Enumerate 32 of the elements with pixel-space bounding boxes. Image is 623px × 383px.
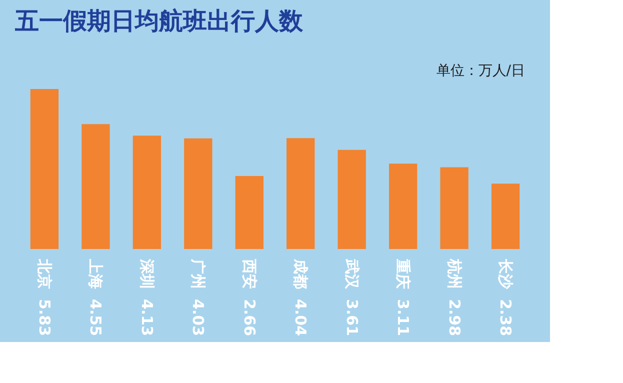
bar <box>286 138 315 249</box>
bar <box>132 136 162 249</box>
x-tick-label: 广州 <box>189 258 208 289</box>
x-tick-label: 西安 <box>240 258 258 289</box>
x-tick-label: 成都 <box>292 258 310 289</box>
bar <box>491 184 520 249</box>
chart-title: 五一假期日均航班出行人数 <box>14 7 304 35</box>
x-tick-label: 重庆 <box>394 258 412 289</box>
x-tick-label: 上海 <box>86 258 105 289</box>
data-label: 3.61 <box>342 299 361 336</box>
x-tick-label: 武汉 <box>342 258 361 290</box>
bar <box>235 176 264 249</box>
data-label: 2.66 <box>240 299 258 336</box>
data-label: 5.83 <box>35 299 54 336</box>
data-label: 2.38 <box>496 299 515 336</box>
x-tick-label: 北京 <box>35 258 54 289</box>
bar <box>82 124 110 249</box>
x-tick-label: 深圳 <box>138 258 156 289</box>
data-label: 4.55 <box>86 299 105 336</box>
x-tick-label: 杭州 <box>445 258 464 289</box>
bar <box>388 164 418 249</box>
x-tick-label: 长沙 <box>496 258 515 290</box>
bar <box>338 150 366 249</box>
data-label: 4.04 <box>292 299 310 336</box>
data-label: 4.03 <box>189 299 208 336</box>
text: 单位：万人/日 <box>436 63 525 79</box>
data-label: 3.11 <box>394 299 412 336</box>
data-label: 4.13 <box>138 299 156 336</box>
bar <box>30 89 59 249</box>
bar <box>184 138 212 249</box>
bar <box>440 167 468 249</box>
data-label: 2.98 <box>445 299 464 336</box>
